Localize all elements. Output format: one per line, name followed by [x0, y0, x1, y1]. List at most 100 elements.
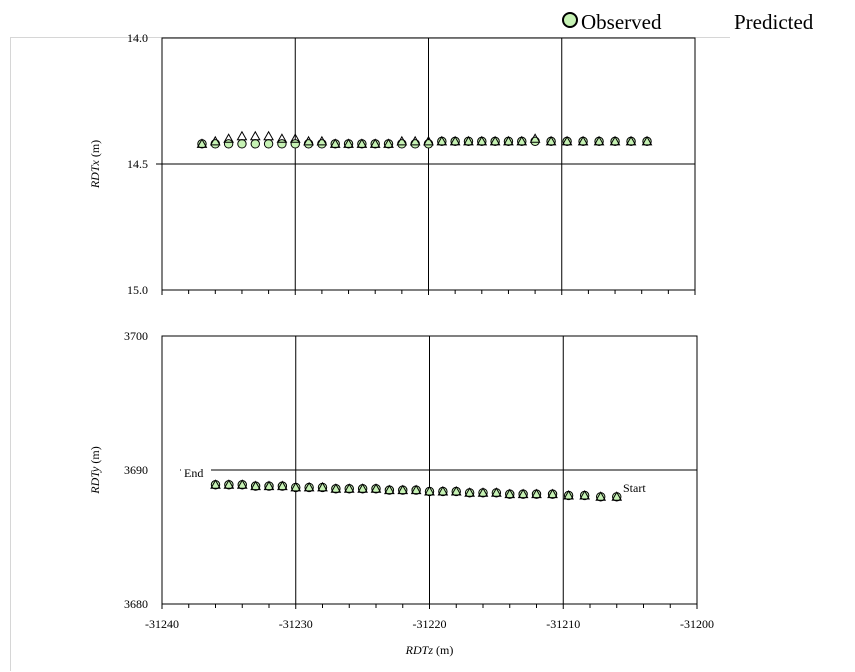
top-predicted-point — [489, 135, 501, 146]
top-y-tick-label: 14.0 — [127, 31, 148, 45]
top-observed-point — [263, 139, 274, 149]
top-predicted-point — [545, 135, 557, 146]
bottom-predicted-point — [290, 481, 302, 492]
bottom-predicted-point — [263, 480, 275, 491]
top-observed-point — [223, 139, 234, 149]
top-predicted-point — [463, 135, 474, 146]
legend: Observed Predicted — [0, 0, 855, 40]
bottom-x-tick-label: -31230 — [279, 617, 313, 631]
bottom-predicted-point — [343, 483, 355, 493]
bottom-predicted-point — [531, 488, 542, 499]
legend-predicted: Predicted — [734, 10, 813, 34]
top-predicted-point — [529, 133, 541, 143]
bottom-predicted-point — [357, 483, 368, 493]
bottom-predicted-point — [277, 480, 288, 491]
bottom-predicted-point — [579, 489, 591, 500]
end-annotation: End — [184, 466, 203, 480]
bottom-predicted-point — [397, 484, 409, 495]
legend-observed-label: Observed — [581, 10, 662, 34]
top-observed-point — [237, 139, 247, 149]
bottom-y-tick-label: 3680 — [124, 597, 148, 611]
bottom-y-tick-label: 3700 — [124, 329, 148, 343]
top-predicted-point — [196, 138, 208, 148]
bottom-predicted-point — [317, 481, 328, 492]
top-predicted-point — [263, 130, 274, 141]
bottom-predicted-point — [477, 487, 489, 497]
bottom-x-tick-label: -31200 — [680, 617, 714, 631]
end-annotation-bg — [181, 465, 211, 479]
top-y-tick-label: 15.0 — [127, 283, 148, 297]
bottom-x-tick-label: -31210 — [546, 617, 580, 631]
top-predicted-point — [236, 130, 248, 141]
top-predicted-point — [396, 135, 408, 146]
bottom-predicted-point — [303, 481, 315, 492]
bottom-predicted-point — [611, 491, 623, 501]
top-predicted-point — [641, 135, 653, 146]
bottom-predicted-point — [236, 479, 248, 489]
top-observed-point — [303, 139, 314, 149]
bottom-predicted-point — [595, 491, 607, 501]
bottom-predicted-point — [464, 487, 475, 497]
bottom-predicted-point — [491, 487, 502, 497]
bottom-predicted-point — [250, 480, 261, 491]
top-predicted-point — [409, 135, 421, 146]
bottom-predicted-point — [517, 488, 529, 499]
top-predicted-point — [303, 135, 314, 146]
legend-observed-marker-icon — [562, 12, 578, 28]
top-observed-point — [317, 139, 327, 149]
top-predicted-point — [609, 135, 621, 146]
bottom-predicted-point — [424, 485, 435, 496]
bottom-y-axis-label: RDTy (m) — [88, 446, 102, 494]
bottom-predicted-point — [563, 489, 574, 500]
top-observed-point — [397, 139, 407, 149]
top-observed-point — [250, 139, 260, 149]
top-y-tick-label: 14.5 — [127, 157, 148, 171]
bottom-predicted-point — [504, 488, 516, 499]
top-predicted-point — [476, 135, 488, 146]
bottom-predicted-point — [437, 485, 449, 496]
top-observed-point — [530, 136, 540, 147]
start-annotation: Start — [623, 481, 646, 495]
top-predicted-point — [625, 135, 637, 146]
bottom-predicted-point — [223, 479, 235, 489]
top-y-axis-label: RDTx (m) — [88, 140, 102, 189]
top-predicted-point — [276, 133, 288, 143]
bottom-predicted-point — [384, 484, 395, 495]
top-observed-point — [290, 139, 300, 149]
top-observed-point — [277, 139, 287, 149]
top-predicted-point — [436, 135, 448, 146]
top-predicted-point — [423, 135, 434, 146]
top-predicted-point — [593, 135, 605, 146]
bottom-y-tick-label: 3690 — [124, 463, 148, 477]
bottom-predicted-point — [210, 479, 221, 489]
bottom-predicted-point — [370, 483, 382, 493]
top-predicted-point — [343, 138, 354, 148]
top-predicted-point — [289, 133, 301, 143]
top-observed-point — [210, 139, 221, 149]
bottom-predicted-point — [410, 484, 422, 495]
top-predicted-point — [223, 133, 234, 143]
top-predicted-point — [561, 135, 573, 146]
top-predicted-point — [503, 135, 514, 146]
bottom-predicted-point — [547, 488, 558, 499]
bottom-x-tick-label: -31220 — [413, 617, 447, 631]
top-predicted-point — [316, 135, 328, 146]
top-predicted-point — [249, 130, 261, 141]
top-predicted-point — [329, 138, 341, 148]
top-predicted-point — [577, 135, 589, 146]
bottom-x-axis-label: RDTz (m) — [405, 643, 454, 657]
bottom-x-tick-label: -31240 — [145, 617, 179, 631]
top-predicted-point — [209, 135, 221, 146]
top-predicted-point — [449, 135, 461, 146]
bottom-predicted-point — [450, 485, 462, 496]
top-predicted-point — [356, 138, 368, 148]
top-observed-point — [423, 139, 434, 149]
top-observed-point — [410, 139, 420, 149]
bottom-predicted-point — [330, 483, 342, 493]
legend-predicted-label: Predicted — [734, 10, 814, 34]
top-predicted-point — [369, 138, 381, 148]
top-predicted-point — [516, 135, 528, 146]
top-predicted-point — [383, 138, 394, 148]
